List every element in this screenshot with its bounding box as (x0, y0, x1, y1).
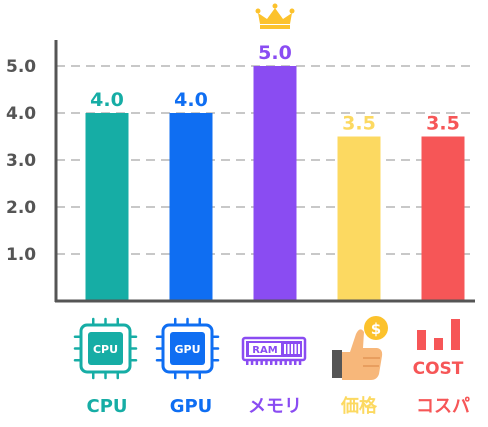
thumbs-up-coin-icon: $ (332, 316, 388, 380)
category-icons: CPU GPU RAM $ COST (73, 316, 464, 380)
y-tick-label: 1.0 (6, 245, 36, 265)
grid-lines (56, 65, 475, 255)
cost-icon-text: COST (413, 359, 464, 379)
cpu-icon-text: CPU (93, 343, 118, 356)
bar (169, 113, 213, 301)
y-tick-label: 5.0 (6, 57, 36, 77)
value-label: 3.5 (342, 113, 376, 135)
bar (85, 113, 129, 301)
category-label: コスパ (416, 396, 470, 417)
category-label: CPU (86, 396, 127, 417)
y-tick-label: 3.0 (6, 151, 36, 171)
cost-bars-icon: COST (413, 319, 464, 379)
value-labels: 4.0 4.0 5.0 3.5 3.5 (90, 42, 460, 135)
value-label: 5.0 (258, 42, 292, 64)
bar (337, 136, 381, 301)
category-label: GPU (170, 396, 213, 417)
y-axis-ticks: 1.0 2.0 3.0 4.0 5.0 (6, 57, 36, 265)
cpu-chip-icon: CPU (73, 317, 138, 380)
category-labels: CPU GPU メモリ 価格 コスパ (86, 395, 470, 417)
bar (253, 66, 297, 301)
category-label: 価格 (340, 395, 378, 417)
value-label: 4.0 (90, 89, 124, 111)
gpu-icon-text: GPU (174, 343, 200, 356)
bars (85, 66, 465, 301)
y-tick-label: 4.0 (6, 104, 36, 124)
bar (421, 136, 465, 301)
y-tick-label: 2.0 (6, 198, 36, 218)
ram-stick-icon: RAM (241, 336, 307, 365)
ram-icon-text: RAM (252, 345, 277, 356)
gpu-chip-icon: GPU (155, 317, 220, 380)
coin-icon-text: $ (371, 320, 381, 338)
category-label: メモリ (248, 396, 302, 417)
crown-icon (255, 3, 295, 29)
value-label: 4.0 (174, 89, 208, 111)
value-label: 3.5 (426, 113, 460, 135)
